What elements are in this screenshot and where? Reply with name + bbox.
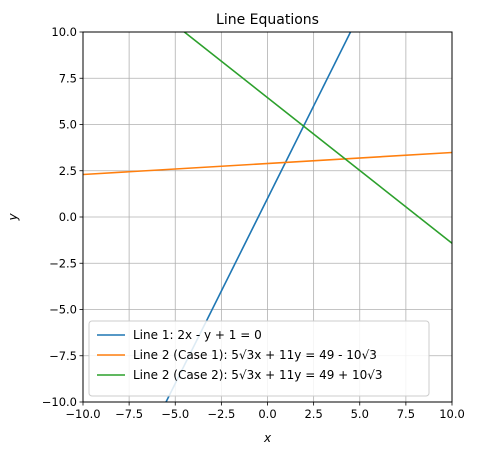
- x-tick-label: −5.0: [161, 407, 189, 421]
- x-tick-label: 10.0: [439, 407, 465, 421]
- y-axis-label: y: [6, 213, 20, 222]
- x-tick-label: −2.5: [207, 407, 235, 421]
- y-tick-label: 0.0: [59, 210, 77, 224]
- y-tick-label: −7.5: [49, 349, 77, 363]
- y-tick-label: 10.0: [51, 25, 77, 39]
- legend-label: Line 2 (Case 1): 5√3x + 11y = 49 - 10√3: [133, 348, 377, 362]
- x-tick-label: −7.5: [115, 407, 143, 421]
- x-tick-label: 0.0: [258, 407, 276, 421]
- chart-title: Line Equations: [216, 12, 319, 28]
- x-tick-label: 7.5: [397, 407, 415, 421]
- x-tick-label: 5.0: [351, 407, 369, 421]
- legend: Line 1: 2x - y + 1 = 0 Line 2 (Case 1): 5…: [89, 321, 429, 396]
- y-tick-label: −5.0: [49, 303, 77, 317]
- y-tick-label: 7.5: [59, 71, 77, 85]
- legend-label: Line 2 (Case 2): 5√3x + 11y = 49 + 10√3: [133, 368, 383, 382]
- x-axis-label: x: [263, 431, 272, 445]
- y-tick-label: −2.5: [49, 256, 77, 270]
- legend-label: Line 1: 2x - y + 1 = 0: [133, 328, 262, 342]
- x-tick-label: −10.0: [65, 407, 100, 421]
- y-tick-label: 5.0: [59, 118, 77, 132]
- y-tick-label: −10.0: [42, 395, 77, 409]
- y-tick-label: 2.5: [59, 164, 77, 178]
- x-tick-label: 2.5: [304, 407, 322, 421]
